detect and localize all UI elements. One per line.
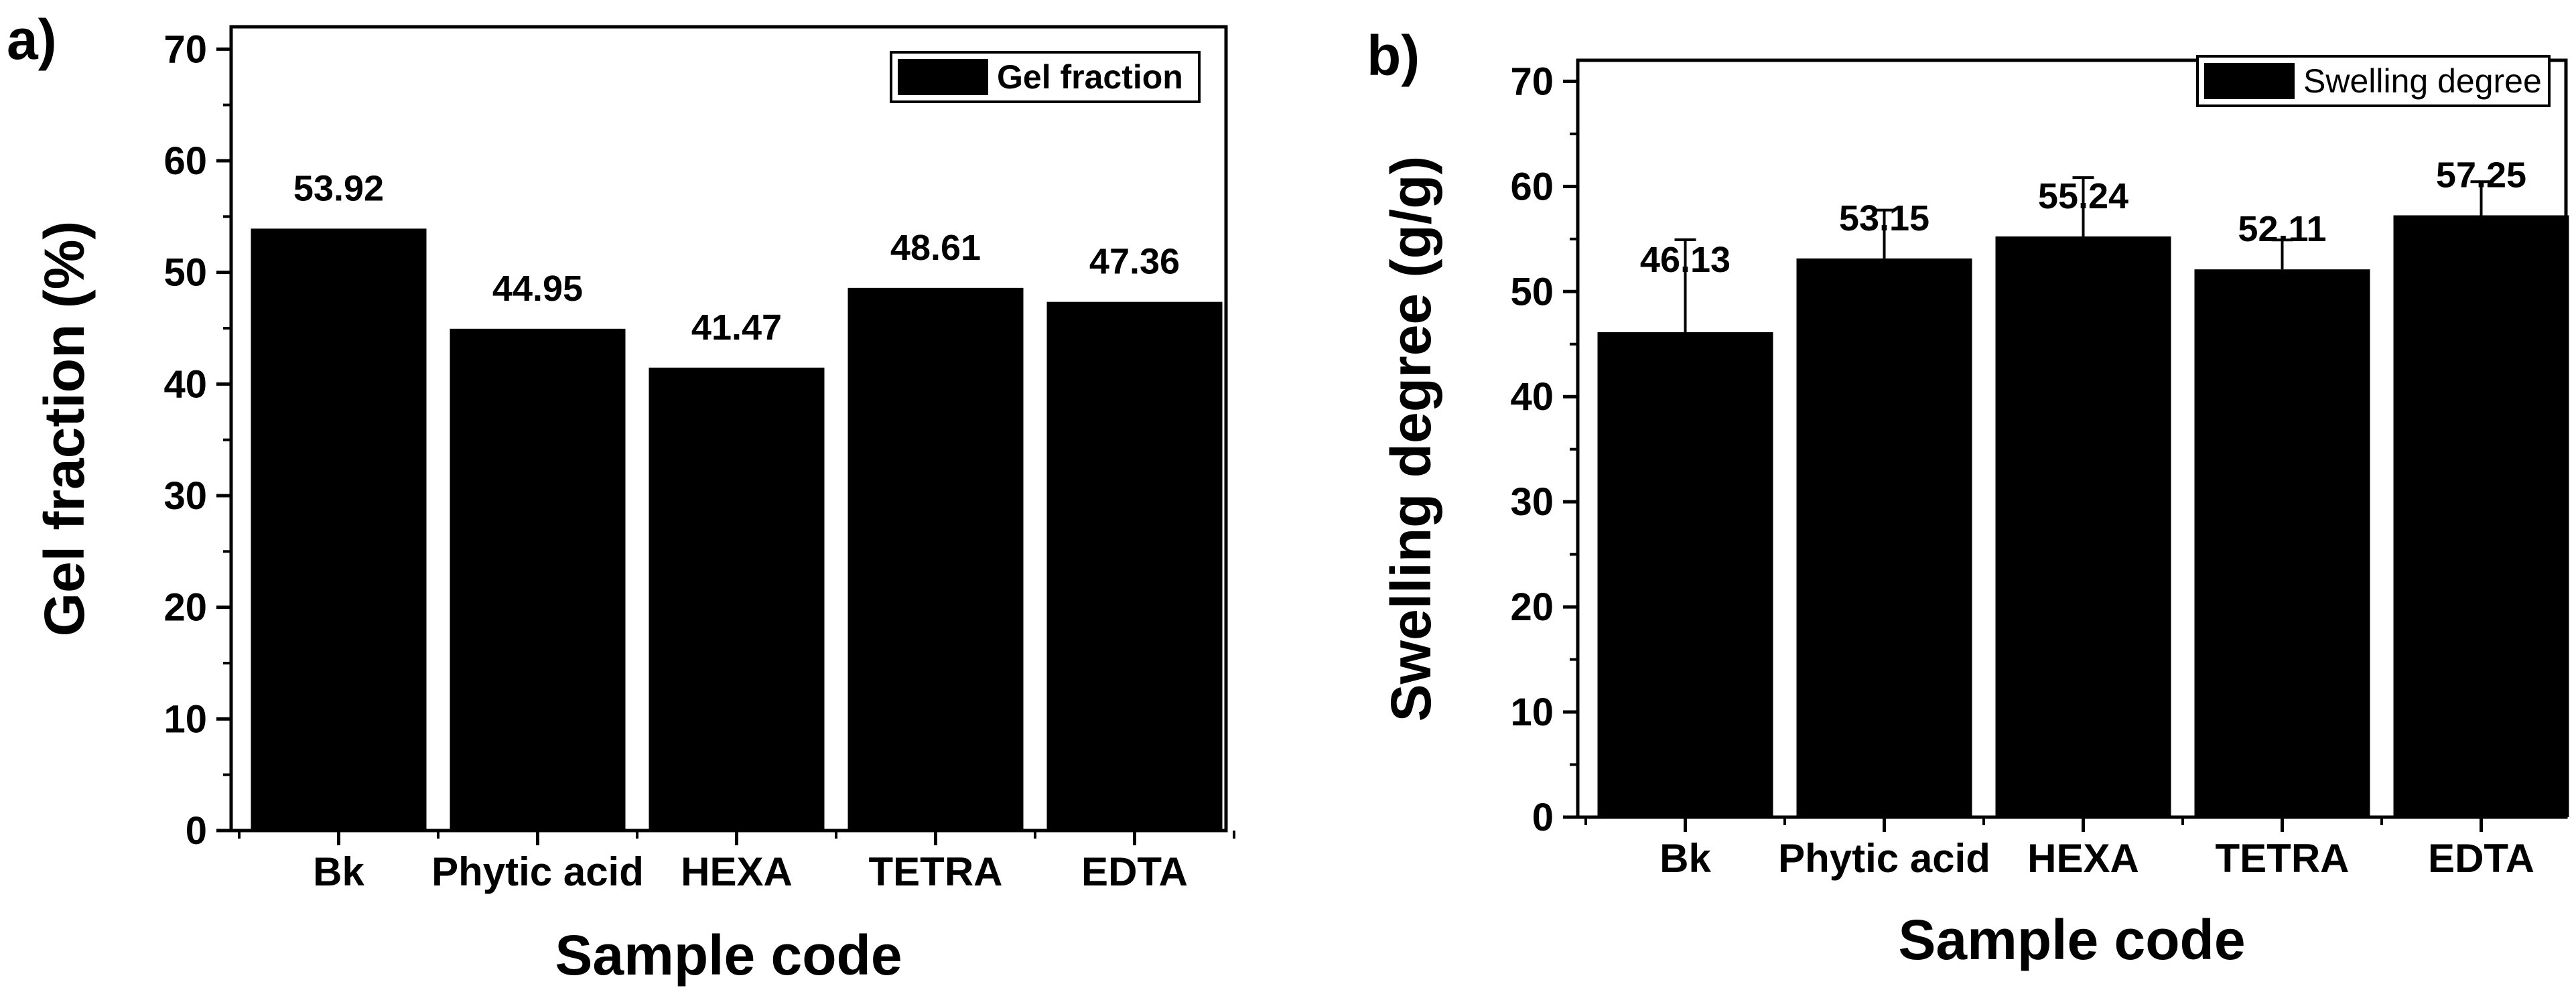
legend-label: Gel fraction [997, 58, 1183, 96]
bar-tetra [2194, 269, 2370, 818]
legend-label: Swelling degree [2303, 62, 2542, 100]
legend: Swelling degree [2196, 55, 2551, 107]
x-tick-label: HEXA [2027, 836, 2139, 881]
bar-edta [1046, 301, 1223, 831]
legend-swatch [2204, 63, 2295, 99]
x-tick-label: Phytic acid [1778, 836, 1990, 881]
y-tick-label: 60 [163, 139, 207, 183]
data-label: 41.47 [691, 307, 782, 348]
x-tick-label: Bk [1659, 836, 1711, 881]
bar-edta [2393, 215, 2569, 817]
data-label: 53.15 [1839, 198, 1929, 238]
y-tick-label: 50 [163, 251, 207, 295]
plot-frame [1576, 58, 2568, 819]
bar-bk [1597, 332, 1773, 818]
x-tick-label: TETRA [869, 849, 1003, 894]
chart-panel-a: a) 53.92 Bk 44.95 Phytic acid 41.47 HEXA 48.61 T… [7, 8, 1235, 987]
bar-bk [251, 228, 427, 831]
y-tick-label: 30 [1510, 480, 1554, 524]
x-tick-label: Phytic acid [431, 849, 644, 894]
bar-hexa [649, 367, 825, 831]
y-tick-label: 10 [163, 697, 207, 741]
y-tick-label: 10 [1510, 691, 1554, 734]
data-label: 52.11 [2238, 209, 2326, 249]
y-axis-title: Gel fraction (%) [33, 221, 96, 637]
legend: Gel fraction [890, 51, 1201, 103]
panel-label: b) [1367, 24, 1420, 87]
x-tick-label: HEXA [681, 849, 793, 894]
data-label: 47.36 [1089, 242, 1180, 282]
data-label: 44.95 [492, 269, 583, 309]
panel-label: a) [7, 8, 57, 71]
y-tick-label: 70 [163, 27, 207, 71]
x-tick-label: Bk [313, 849, 364, 894]
x-axis-title: Sample code [1898, 908, 2245, 971]
y-tick-label: 20 [163, 586, 207, 630]
y-tick-label: 30 [163, 474, 207, 518]
chart-panel-b: b) 46.13 Bk 53.15 Phytic acid 55.24 HEXA 52.11 T… [1367, 24, 2569, 971]
y-tick-label: 70 [1510, 60, 1554, 103]
y-tick-label: 50 [1510, 270, 1554, 313]
y-tick-label: 60 [1510, 165, 1554, 208]
x-tick-label: TETRA [2216, 836, 2350, 881]
y-tick-label: 20 [1510, 585, 1554, 629]
data-label: 48.61 [890, 228, 981, 268]
bar-phytic-acid [1796, 258, 1972, 817]
data-label: 46.13 [1640, 240, 1731, 280]
data-label: 55.24 [2038, 176, 2128, 216]
legend-swatch [898, 59, 988, 95]
x-tick-label: EDTA [2428, 836, 2534, 881]
bar-tetra [848, 287, 1024, 831]
data-label: 53.92 [293, 168, 384, 208]
y-tick-label: 0 [1532, 796, 1554, 839]
bar-phytic-acid [450, 328, 626, 831]
y-tick-label: 40 [163, 362, 207, 406]
x-axis-title: Sample code [555, 924, 902, 987]
data-label: 57.25 [2436, 155, 2526, 195]
y-axis-title: Swelling degree (g/g) [1379, 156, 1442, 722]
bar-hexa [1995, 236, 2171, 817]
y-tick-label: 40 [1510, 375, 1554, 419]
x-tick-label: EDTA [1081, 849, 1188, 894]
plot-frame [229, 25, 1228, 833]
y-tick-label: 0 [186, 809, 207, 853]
